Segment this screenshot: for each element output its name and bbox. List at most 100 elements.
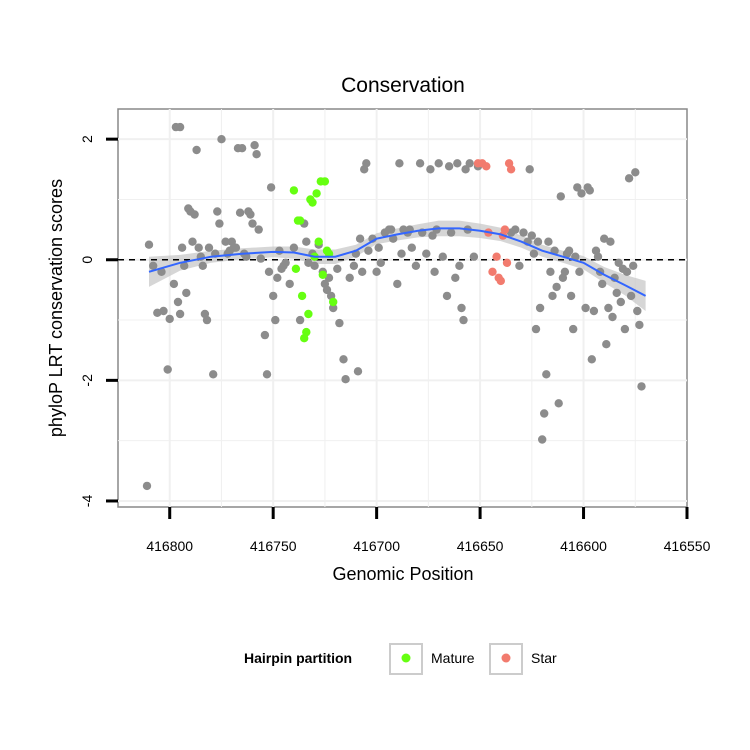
other-point [633, 306, 642, 316]
other-point [442, 291, 452, 301]
other-point [585, 186, 594, 195]
mature-point [314, 237, 323, 246]
other-point [511, 225, 520, 234]
other-point [163, 365, 172, 374]
x-tick-label: 416550 [664, 538, 711, 554]
other-point [341, 375, 350, 384]
other-point [266, 183, 276, 192]
other-point [362, 159, 371, 168]
other-point [256, 254, 265, 263]
other-point [376, 258, 385, 267]
y-axis: 2 0 -2 -4 [79, 135, 118, 507]
mature-point [308, 198, 317, 207]
other-point [552, 282, 561, 292]
other-point [335, 318, 344, 328]
other-point [459, 315, 468, 325]
other-point [407, 243, 416, 252]
other-point [264, 267, 274, 276]
other-point [556, 192, 565, 201]
other-point [269, 291, 278, 301]
other-point [386, 225, 396, 234]
other-point [622, 267, 632, 276]
legend-label-mature: Mature [431, 650, 475, 666]
other-point [349, 261, 359, 270]
other-point [426, 165, 435, 174]
other-point [455, 261, 464, 270]
star-point [496, 276, 505, 286]
other-point [374, 243, 383, 252]
mature-point [291, 264, 301, 273]
other-point [310, 261, 319, 270]
mature-point [304, 309, 313, 319]
other-point [614, 258, 623, 267]
other-point [194, 243, 203, 252]
x-axis-title: Genomic Position [332, 564, 473, 584]
other-point [192, 145, 201, 155]
other-point [589, 306, 599, 316]
other-point [635, 320, 644, 330]
smooth-curve [148, 227, 647, 297]
other-point [295, 315, 305, 325]
star-point [506, 165, 516, 174]
other-point [535, 303, 545, 313]
other-point [144, 240, 154, 249]
other-point [544, 237, 553, 246]
other-point [149, 261, 158, 270]
other-point [573, 183, 582, 192]
other-point [575, 267, 584, 276]
other-point [546, 267, 555, 276]
mature-point [329, 297, 338, 307]
other-point [364, 246, 373, 255]
other-point [173, 297, 183, 307]
other-point [593, 252, 603, 261]
other-point [372, 267, 381, 276]
mature-point [320, 177, 330, 186]
x-tick-label: 416800 [146, 538, 193, 554]
other-point [629, 261, 638, 270]
other-point [531, 324, 541, 334]
legend-title: Hairpin partition [244, 650, 352, 666]
legend-label-star: Star [531, 650, 557, 666]
other-point [358, 267, 367, 276]
other-point [250, 141, 259, 150]
other-point [564, 246, 574, 255]
other-point [345, 273, 354, 282]
star-point [482, 162, 491, 171]
other-point [604, 303, 613, 313]
other-point [333, 264, 342, 273]
other-point [411, 261, 421, 270]
other-point [235, 208, 245, 217]
other-point [415, 159, 425, 168]
mature-point [295, 216, 305, 225]
other-point [515, 261, 524, 270]
mature-point [302, 327, 311, 337]
other-point [620, 324, 630, 334]
other-point [422, 249, 431, 258]
other-point [446, 228, 456, 237]
other-point [548, 291, 557, 301]
smooth-band [149, 220, 646, 311]
x-tick-label: 416650 [457, 538, 504, 554]
mature-point [297, 291, 307, 301]
other-point [525, 165, 534, 174]
data-points [142, 122, 646, 491]
other-point [540, 409, 549, 418]
other-point [428, 231, 437, 240]
other-point [438, 252, 447, 261]
other-point [142, 481, 152, 491]
other-point [242, 252, 251, 261]
chart-title: Conservation [341, 74, 465, 97]
other-point [626, 291, 636, 301]
other-point [395, 159, 404, 168]
other-point [217, 135, 226, 144]
other-point [190, 210, 199, 219]
star-point [500, 225, 510, 234]
confidence-band [149, 220, 646, 311]
other-point [631, 168, 640, 177]
other-point [554, 399, 563, 408]
other-point [202, 315, 212, 325]
other-point [182, 288, 191, 298]
other-point [281, 258, 290, 267]
other-point [434, 159, 443, 168]
other-point [469, 252, 479, 261]
